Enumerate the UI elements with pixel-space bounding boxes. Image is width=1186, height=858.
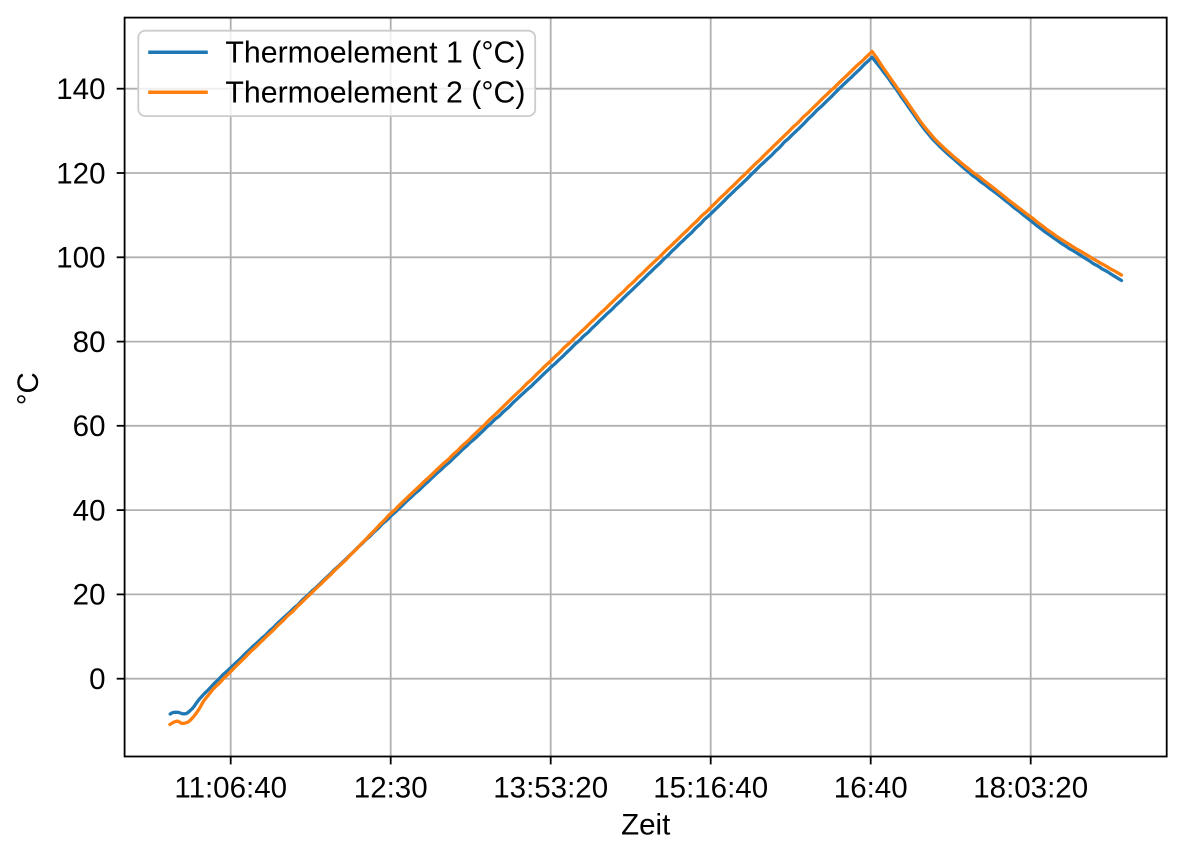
svg-text:18:03:20: 18:03:20 <box>973 772 1088 805</box>
svg-text:20: 20 <box>73 579 106 612</box>
svg-text:140: 140 <box>56 73 105 106</box>
svg-text:Thermoelement 2 (°C): Thermoelement 2 (°C) <box>225 76 525 109</box>
svg-text:12:30: 12:30 <box>354 772 428 805</box>
svg-text:100: 100 <box>56 242 105 275</box>
svg-text:Zeit: Zeit <box>621 809 670 842</box>
svg-text:16:40: 16:40 <box>834 772 908 805</box>
svg-text:0: 0 <box>89 663 105 696</box>
svg-text:°C: °C <box>12 372 45 405</box>
svg-text:15:16:40: 15:16:40 <box>653 772 768 805</box>
svg-text:120: 120 <box>56 157 105 190</box>
svg-text:80: 80 <box>73 326 106 359</box>
svg-text:13:53:20: 13:53:20 <box>493 772 608 805</box>
svg-text:11:06:40: 11:06:40 <box>174 772 287 805</box>
svg-text:60: 60 <box>73 410 106 443</box>
svg-text:Thermoelement 1 (°C): Thermoelement 1 (°C) <box>225 36 525 69</box>
svg-text:40: 40 <box>73 494 106 527</box>
